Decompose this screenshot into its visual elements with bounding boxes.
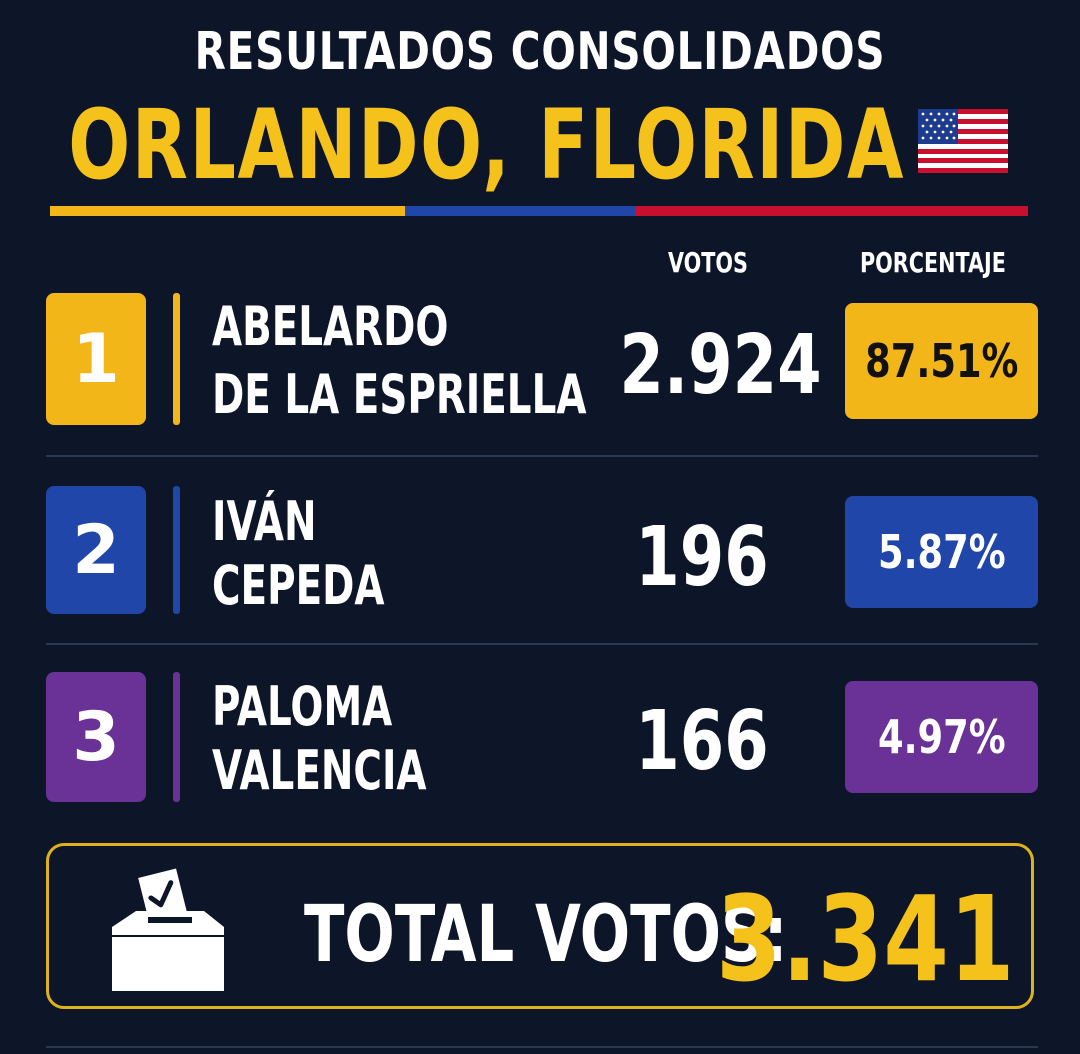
rank-badge: 3	[46, 672, 146, 802]
candidate-percent: 4.97%	[877, 710, 1006, 764]
row-divider	[46, 643, 1038, 645]
total-votes-panel	[46, 843, 1034, 1009]
bottom-divider	[46, 1046, 1038, 1048]
us-flag-icon	[918, 109, 1008, 173]
page-kicker: RESULTADOS CONSOLIDADOS	[194, 22, 886, 82]
candidate-percent-badge: 87.51%	[845, 303, 1038, 419]
percent-column-header: PORCENTAJE	[860, 246, 1006, 279]
candidate-votes: 196	[635, 510, 769, 605]
candidate-percent: 87.51%	[864, 334, 1019, 388]
candidate-name-line1: ABELARDO	[212, 295, 449, 358]
votes-column-header: VOTOS	[668, 246, 748, 279]
row-accent-bar	[173, 486, 180, 614]
candidate-votes: 2.924	[619, 318, 822, 413]
divider-blue	[405, 206, 635, 216]
ballot-box-icon	[112, 865, 224, 991]
divider-red	[635, 206, 1028, 216]
candidate-name-line2: CEPEDA	[212, 554, 385, 617]
rank-badge: 2	[46, 486, 146, 614]
total-votes-label: TOTAL VOTOS:	[304, 890, 788, 980]
rank-badge: 1	[46, 293, 146, 425]
total-votes-value: 3.341	[716, 870, 1015, 1008]
page-title: ORLANDO, FLORIDA	[68, 89, 905, 201]
candidate-name-line2: VALENCIA	[212, 739, 427, 802]
divider-yellow	[50, 206, 405, 216]
city-title-row: ORLANDO, FLORIDA	[0, 89, 1080, 201]
row-accent-bar	[173, 672, 180, 802]
candidate-percent-badge: 5.87%	[845, 496, 1038, 608]
candidate-name-line2: DE LA ESPRIELLA	[212, 363, 587, 426]
row-divider	[46, 455, 1038, 457]
candidate-percent-badge: 4.97%	[845, 681, 1038, 793]
candidate-name-line1: IVÁN	[212, 490, 317, 553]
candidate-percent: 5.87%	[877, 525, 1006, 579]
row-accent-bar	[173, 293, 180, 425]
candidate-votes: 166	[635, 694, 769, 789]
candidate-name-line1: PALOMA	[212, 675, 393, 738]
